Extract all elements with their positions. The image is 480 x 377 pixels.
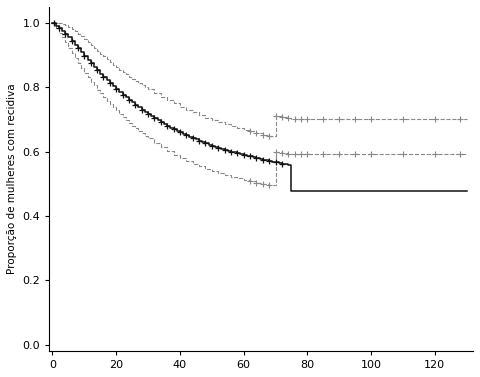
Y-axis label: Proporção de mulheres com recidiva: Proporção de mulheres com recidiva	[7, 84, 17, 274]
